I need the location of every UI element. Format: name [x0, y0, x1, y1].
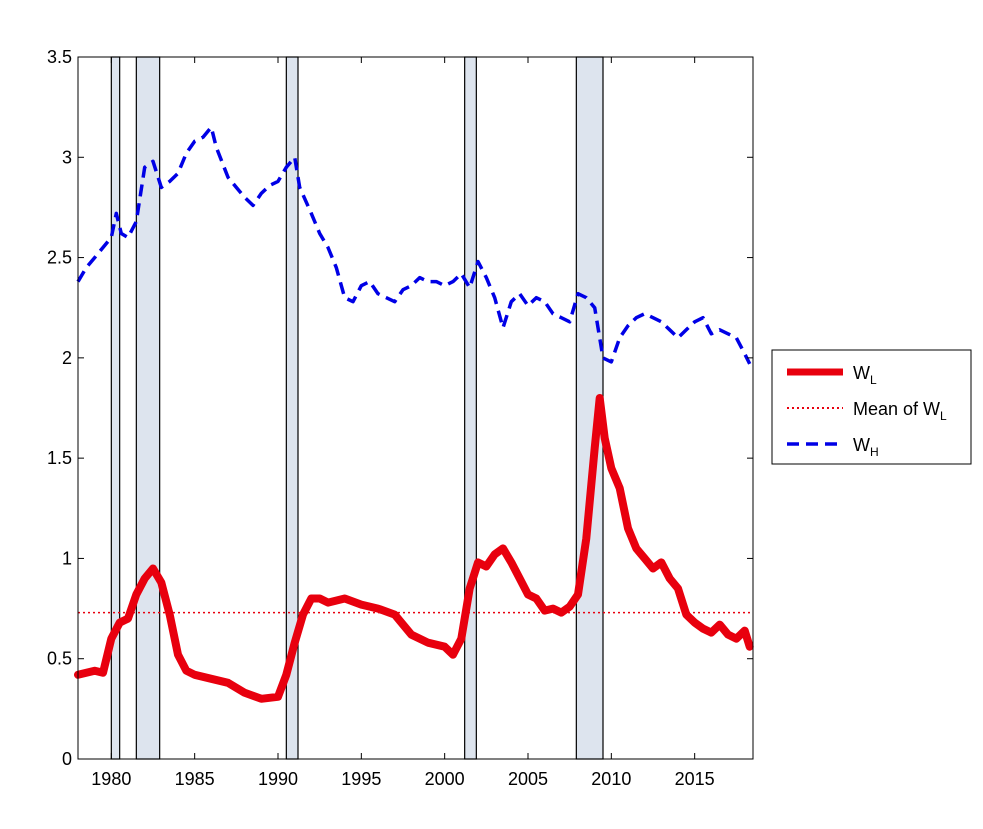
y-tick-label-3: 1.5: [47, 448, 72, 468]
recession-band-0: [110, 56, 121, 760]
legend-label-mean-wl: Mean of WL: [853, 399, 947, 423]
recession-band-1: [135, 56, 161, 760]
series-wl: [74, 394, 754, 703]
y-tick-label-5: 2.5: [47, 248, 72, 268]
legend-label-wl: WL: [853, 363, 877, 387]
y-tick-label-6: 3: [62, 147, 72, 167]
x-tick-label-3: 1995: [341, 769, 381, 789]
x-axis: 1980 1985 1990 1995 2000 2005 2010 2015: [91, 57, 715, 789]
series-wh: [76, 125, 752, 365]
x-tick-label-2: 1990: [258, 769, 298, 789]
y-tick-label-0: 0: [62, 749, 72, 769]
recession-band-3: [464, 56, 477, 760]
x-tick-label-4: 2000: [425, 769, 465, 789]
x-tick-label-7: 2015: [675, 769, 715, 789]
y-tick-label-7: 3.5: [47, 47, 72, 67]
y-tick-label-4: 2: [62, 348, 72, 368]
legend: WL Mean of WL WH: [771, 349, 972, 465]
x-tick-label-6: 2010: [591, 769, 631, 789]
plot-frame: [77, 56, 754, 760]
x-tick-label-1: 1985: [175, 769, 215, 789]
x-tick-label-5: 2005: [508, 769, 548, 789]
series-layer: [74, 125, 754, 703]
y-axis: 0 0.5 1 1.5 2 2.5 3 3.5: [47, 47, 753, 769]
y-tick-label-2: 1: [62, 548, 72, 568]
legend-label-wh: WH: [853, 435, 879, 459]
y-tick-label-1: 0.5: [47, 649, 72, 669]
x-tick-label-0: 1980: [91, 769, 131, 789]
